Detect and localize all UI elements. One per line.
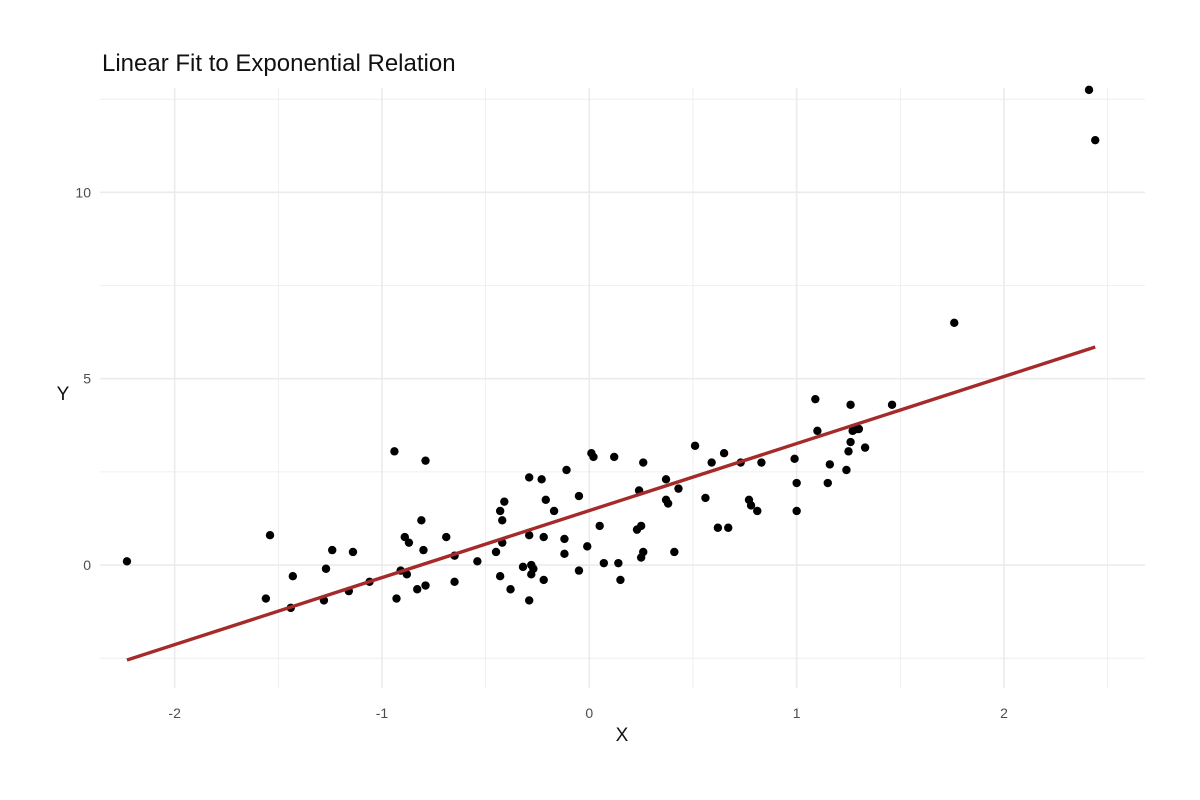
- data-point: [500, 497, 509, 506]
- data-point: [442, 532, 451, 542]
- data-point: [860, 443, 870, 452]
- data-point: [595, 521, 604, 531]
- data-point: [506, 585, 515, 594]
- data-point: [560, 534, 569, 544]
- data-point: [1091, 135, 1100, 145]
- data-point: [792, 478, 801, 488]
- grid-lines: [100, 88, 1145, 688]
- x-tick-label: 0: [585, 705, 593, 721]
- data-point: [419, 545, 428, 555]
- data-point: [599, 558, 609, 568]
- data-point: [328, 545, 337, 555]
- fit-line-group: [126, 345, 1096, 662]
- data-points: [122, 85, 1100, 613]
- data-point: [495, 506, 505, 516]
- data-point: [616, 575, 625, 585]
- data-point: [518, 562, 528, 572]
- data-point: [792, 506, 801, 516]
- data-point: [392, 594, 401, 603]
- data-point: [823, 478, 832, 488]
- data-point: [348, 547, 358, 557]
- data-point: [825, 460, 835, 469]
- data-point: [661, 475, 671, 484]
- data-point: [261, 594, 271, 603]
- data-point: [690, 441, 700, 450]
- data-point: [421, 581, 430, 590]
- fit-line: [126, 345, 1096, 662]
- data-point: [811, 394, 820, 404]
- y-tick-label: 10: [75, 184, 91, 200]
- data-point: [701, 493, 710, 503]
- tick-labels: -2 -1 0 1 2 0 5 10: [75, 184, 1008, 721]
- data-point: [549, 506, 559, 516]
- data-point: [321, 564, 331, 573]
- data-point: [524, 473, 534, 482]
- y-axis-title: Y: [57, 384, 70, 405]
- x-tick-label: 2: [1000, 705, 1008, 721]
- data-point: [589, 452, 598, 462]
- data-point: [265, 531, 275, 540]
- data-point: [724, 523, 733, 532]
- data-point: [639, 547, 648, 557]
- data-point: [541, 495, 550, 505]
- data-point: [404, 538, 414, 547]
- data-point: [450, 577, 459, 586]
- data-point: [574, 491, 584, 501]
- data-point: [813, 426, 822, 436]
- data-point: [636, 521, 646, 531]
- data-point: [674, 484, 683, 493]
- data-point: [537, 475, 546, 484]
- data-point: [583, 542, 592, 551]
- data-point: [390, 447, 399, 456]
- data-point: [402, 570, 412, 579]
- data-point: [288, 571, 298, 581]
- data-point: [663, 499, 673, 508]
- data-point: [413, 585, 422, 594]
- data-point: [887, 400, 897, 409]
- data-point: [122, 557, 132, 566]
- data-point: [950, 318, 959, 327]
- data-point: [560, 549, 569, 559]
- x-tick-label: -1: [376, 705, 389, 721]
- data-point: [562, 465, 571, 475]
- data-point: [670, 547, 679, 557]
- data-point: [846, 437, 855, 447]
- data-point: [574, 566, 584, 575]
- data-point: [610, 452, 619, 462]
- data-point: [842, 465, 851, 475]
- data-point: [746, 501, 756, 510]
- data-point: [707, 458, 716, 467]
- data-point: [539, 532, 548, 542]
- data-point: [753, 506, 762, 516]
- data-point: [539, 575, 548, 585]
- data-point: [421, 456, 430, 465]
- data-point: [854, 424, 864, 434]
- data-point: [846, 400, 855, 409]
- data-point: [757, 458, 766, 467]
- data-point: [639, 458, 648, 467]
- data-point: [713, 523, 723, 532]
- data-point: [524, 531, 534, 540]
- y-tick-label: 5: [83, 371, 91, 387]
- data-point: [614, 558, 623, 568]
- data-point: [524, 596, 534, 605]
- data-point: [790, 454, 799, 464]
- data-point: [417, 516, 426, 525]
- data-point: [719, 449, 729, 458]
- data-point: [495, 571, 505, 581]
- data-point: [529, 564, 538, 573]
- y-tick-label: 0: [83, 557, 91, 573]
- chart-title: Linear Fit to Exponential Relation: [102, 50, 456, 77]
- data-point: [491, 547, 501, 557]
- data-point: [844, 447, 853, 456]
- data-point: [473, 557, 482, 566]
- data-point: [1084, 85, 1094, 95]
- x-tick-label: -2: [168, 705, 181, 721]
- data-point: [498, 516, 507, 525]
- x-axis-title: X: [616, 725, 629, 746]
- x-tick-label: 1: [793, 705, 801, 721]
